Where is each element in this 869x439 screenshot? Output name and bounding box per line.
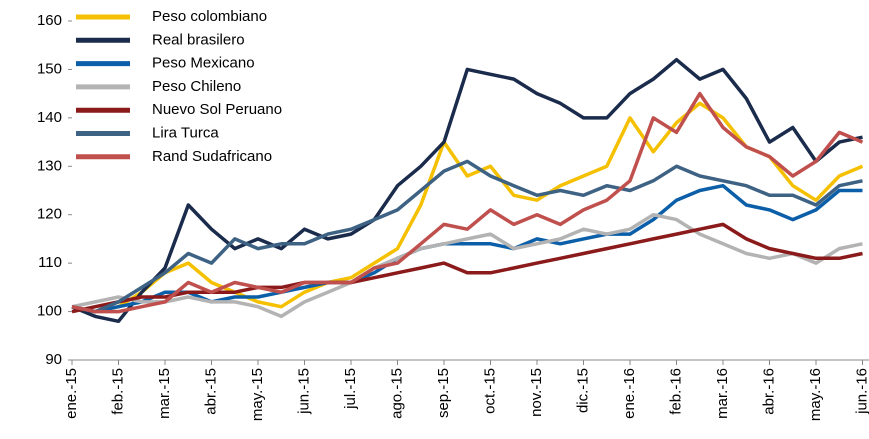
y-tick-label: 100 — [37, 303, 62, 320]
series-line — [71, 212, 863, 319]
x-tick-label: oct.-15 — [481, 368, 498, 414]
x-tick-label: nov.-15 — [528, 368, 545, 417]
legend-label: Real brasilero — [152, 31, 245, 48]
x-tick-label: feb.-16 — [667, 368, 684, 415]
series-line — [71, 101, 864, 314]
legend-label: Peso Chileno — [152, 78, 241, 95]
x-tick-label: may.-15 — [249, 368, 266, 421]
x-tick-label: dic.-15 — [574, 368, 591, 413]
y-tick-label: 130 — [37, 157, 62, 174]
x-tick-label: abr.-15 — [202, 368, 219, 415]
x-tick-label: jun.-16 — [853, 368, 869, 415]
y-tick-label: 110 — [38, 254, 62, 271]
y-tick-label: 150 — [37, 60, 62, 77]
series-line — [71, 91, 864, 314]
series-line — [71, 57, 863, 324]
x-tick-label: ene.-16 — [621, 368, 638, 419]
x-tick-label: ene.-15 — [63, 368, 80, 419]
legend-label: Peso Mexicano — [152, 55, 255, 72]
x-tick-label: mar.-15 — [156, 368, 173, 419]
x-tick-label: ago.-15 — [388, 368, 405, 419]
y-tick-label: 120 — [37, 206, 62, 223]
y-tick-label: 160 — [37, 12, 62, 29]
x-tick-label: mar.-16 — [714, 368, 731, 419]
legend-label: Lira Turca — [152, 124, 219, 141]
x-tick-label: sep.-15 — [435, 368, 452, 418]
legend-label: Nuevo Sol Peruano — [152, 101, 282, 118]
x-tick-label: may.-16 — [807, 368, 824, 421]
x-tick-label: jun.-15 — [295, 368, 312, 415]
series-line — [71, 159, 863, 314]
series-line — [71, 222, 863, 314]
x-tick-label: abr.-16 — [760, 368, 777, 415]
y-tick-label: 90 — [45, 351, 62, 368]
y-tick-label: 140 — [37, 109, 62, 126]
legend-label: Rand Sudafricano — [152, 148, 272, 165]
x-tick-label: feb.-15 — [109, 368, 126, 415]
x-tick-label: jul.-15 — [342, 368, 359, 410]
legend-label: Peso colombiano — [152, 8, 267, 25]
